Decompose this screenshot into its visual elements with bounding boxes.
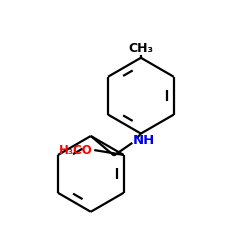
Text: H₃CO: H₃CO bbox=[58, 144, 92, 156]
Text: NH: NH bbox=[132, 134, 154, 147]
Text: CH₃: CH₃ bbox=[128, 42, 154, 55]
